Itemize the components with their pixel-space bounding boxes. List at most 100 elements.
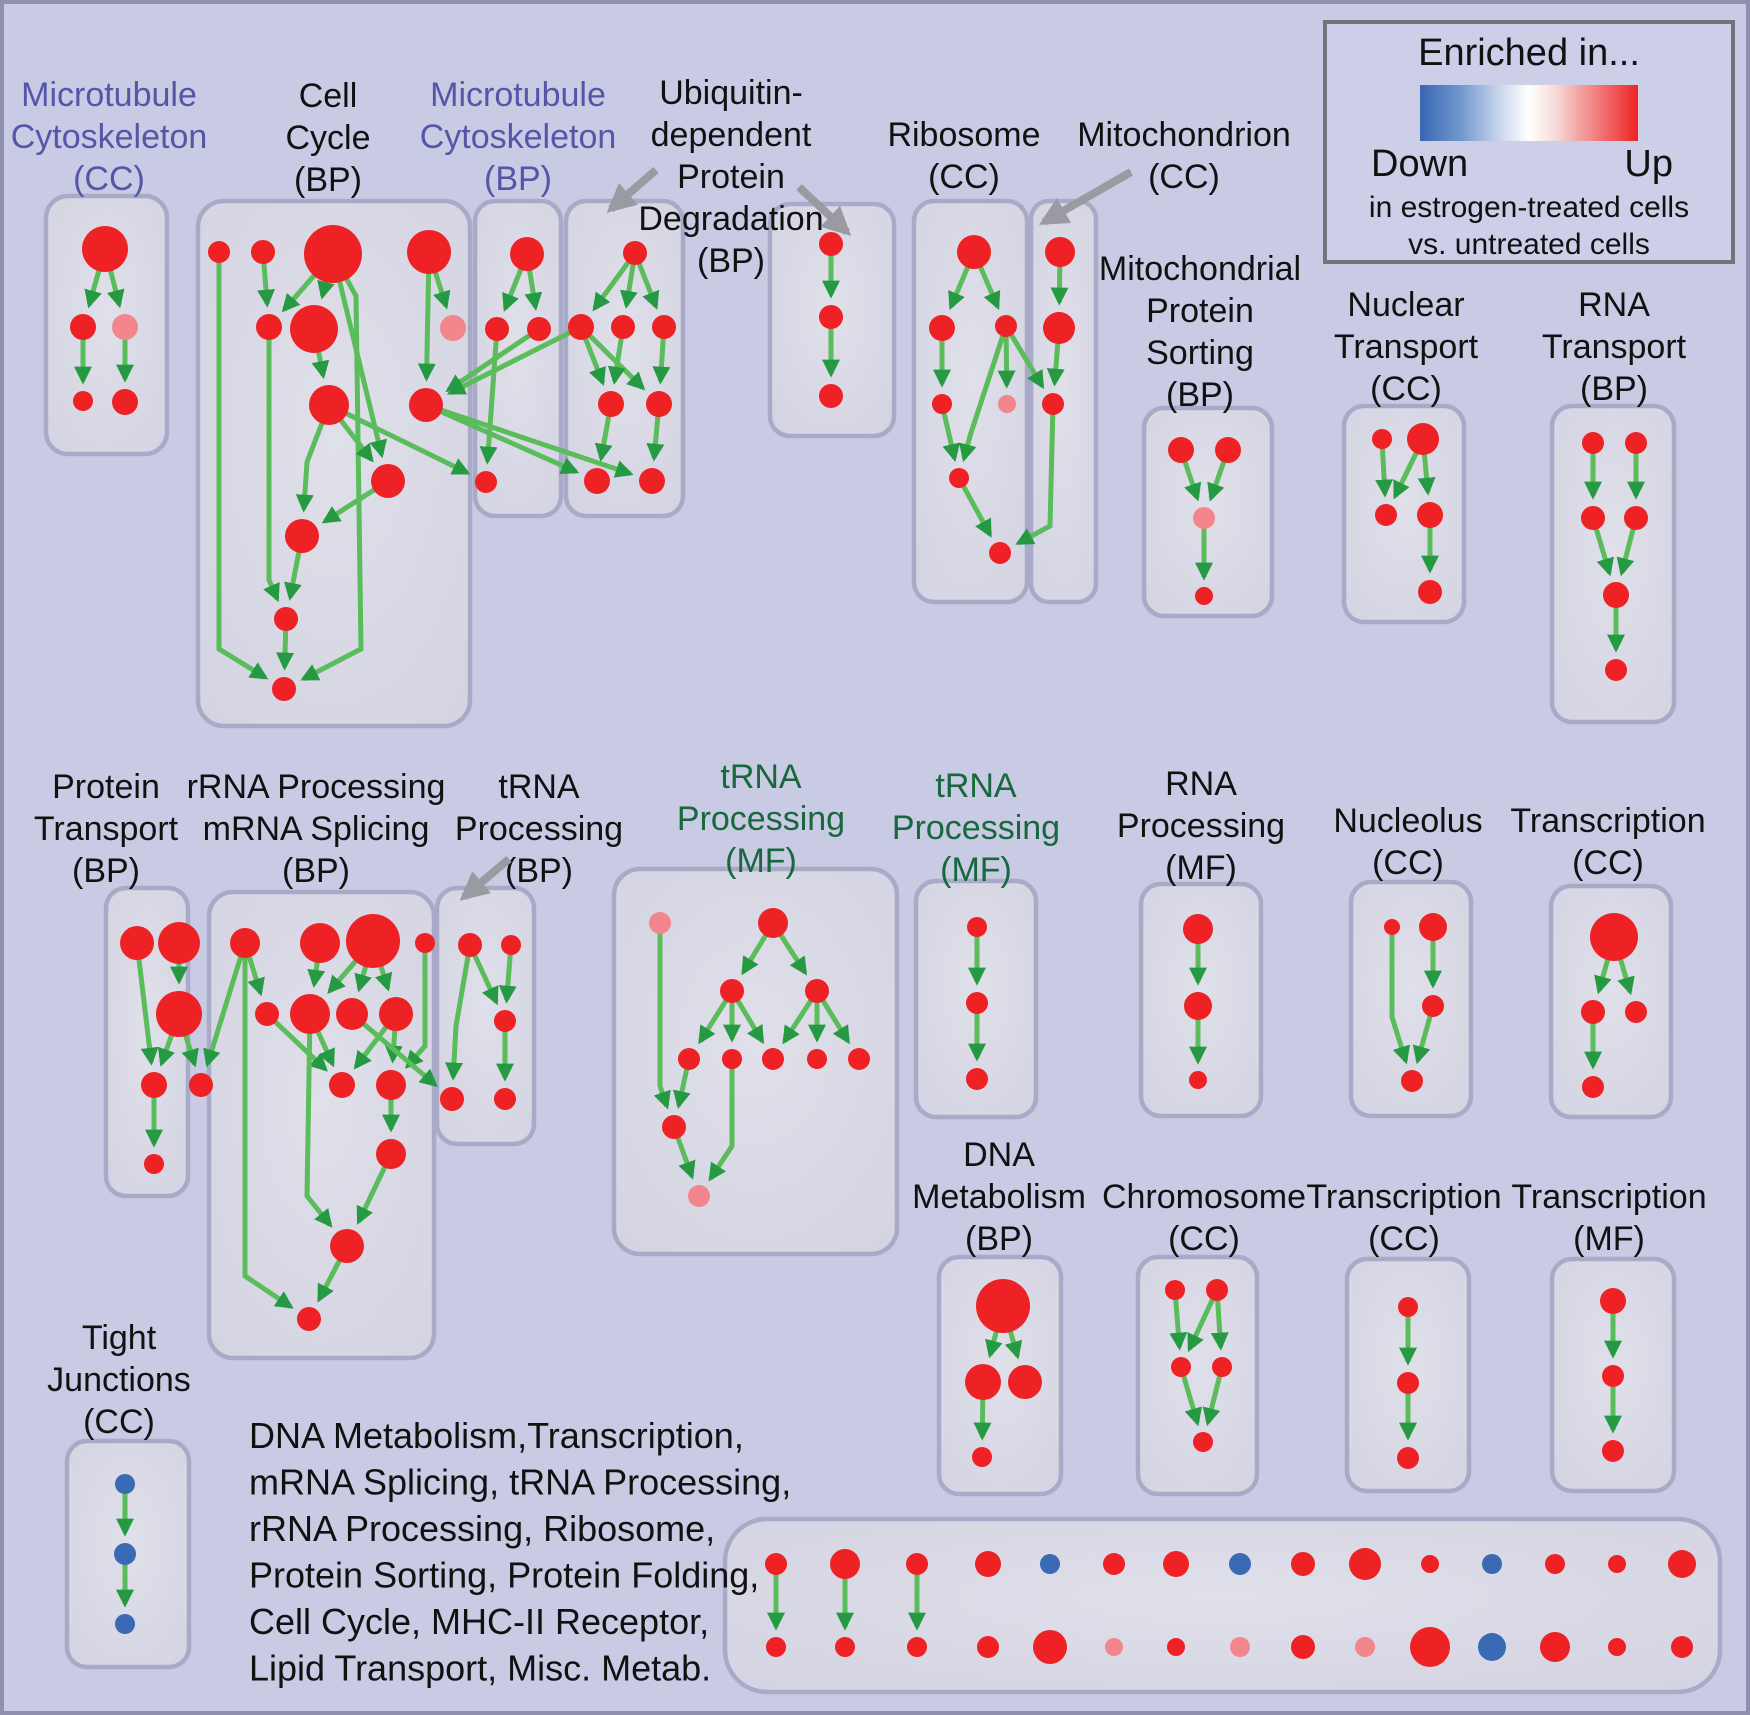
edge-c9-ubbr: [440, 407, 634, 478]
edge-rb4-rb6: [941, 412, 961, 463]
go-term-node-bt8: [1229, 1553, 1251, 1575]
edge-c12-c13: [276, 629, 295, 671]
go-term-node-bt9: [1291, 1552, 1315, 1576]
go-term-node-d4: [972, 1447, 992, 1467]
cluster-label-microtubule-cytoskeleton-cc: Microtubule Cytoskeleton (CC): [11, 76, 208, 198]
go-term-node-u5c: [819, 384, 843, 408]
legend-down-label: Down: [1371, 143, 1469, 185]
edge-rt4-rt5: [1616, 528, 1636, 577]
go-term-node-j1: [115, 1474, 135, 1494]
edge-rb1-rb2: [948, 265, 971, 311]
cluster-box-chromosome-cc: [1135, 1254, 1260, 1497]
edge-rb3-mt3: [1009, 333, 1045, 390]
go-term-node-m3: [720, 979, 744, 1003]
edge-nu1-nu4: [1389, 934, 1411, 1065]
edge-c2-c5: [257, 262, 275, 308]
go-term-node-m7: [762, 1048, 784, 1070]
cluster-label-trna-processing-mf-2: tRNA Processing (MF): [892, 767, 1060, 889]
go-term-node-p1: [120, 926, 154, 960]
go-term-node-q3: [1189, 1071, 1207, 1089]
go-term-node-nt4: [1417, 502, 1443, 528]
cluster-label-transcription-cc-2: Transcription (CC): [1510, 802, 1705, 882]
cluster-box-misc-strip: [722, 1516, 1723, 1695]
go-term-node-p3: [156, 991, 202, 1037]
go-term-node-bb9: [1291, 1635, 1315, 1659]
edge-m3-m7: [735, 999, 765, 1045]
go-term-node-bt1: [765, 1553, 787, 1575]
go-term-node-rb1: [957, 235, 991, 269]
go-term-node-r4: [415, 933, 435, 953]
go-term-node-w3: [1602, 1440, 1624, 1462]
go-term-node-bb10: [1355, 1637, 1375, 1657]
go-term-node-mc4: [73, 391, 93, 411]
go-term-node-j2: [114, 1543, 136, 1565]
go-term-node-ubml: [598, 391, 624, 417]
edge-r3-r6: [327, 959, 358, 995]
edge-r1-r5: [246, 955, 265, 997]
go-term-node-h1: [1165, 1280, 1185, 1300]
cluster-label-nuclear-transport-cc: Nuclear Transport (CC): [1334, 286, 1479, 408]
go-term-node-s2: [966, 992, 988, 1014]
cluster-label-transcription-cc-3: Transcription (CC): [1306, 1178, 1501, 1258]
go-term-node-mt2: [1043, 312, 1075, 344]
go-term-node-mc3: [112, 314, 138, 340]
edge-b3t-b3lm: [502, 267, 524, 312]
edge-h1-h3: [1169, 1298, 1188, 1351]
go-term-node-w1: [1600, 1288, 1626, 1314]
go-term-node-c3: [304, 225, 362, 283]
go-term-node-ms2: [1215, 437, 1241, 463]
edge-m3-m5: [698, 998, 729, 1045]
go-term-node-j3: [115, 1614, 135, 1634]
go-term-node-nu3: [1422, 995, 1444, 1017]
go-term-node-ubbl: [584, 468, 610, 494]
go-term-node-c12: [274, 607, 298, 631]
edge-m6-m11: [708, 1068, 735, 1182]
go-term-node-m4: [805, 979, 829, 1003]
edge-r8-r9: [353, 1025, 389, 1070]
label-pointer-arrow-1: [606, 166, 659, 213]
cluster-box-microtubule-cc: [43, 193, 170, 457]
edge-m2-m4: [778, 933, 808, 976]
go-term-node-bb13: [1540, 1632, 1570, 1662]
go-term-node-mc5: [112, 389, 138, 415]
go-term-node-c5: [256, 314, 282, 340]
go-term-node-m10: [662, 1115, 686, 1139]
edge-c9-ubbl: [439, 409, 580, 475]
edge-m2-m3: [741, 933, 768, 976]
go-term-node-m11: [688, 1185, 710, 1207]
go-term-node-bt7: [1163, 1551, 1189, 1577]
go-term-node-nt5: [1418, 580, 1442, 604]
go-term-node-b3t: [510, 237, 544, 271]
go-term-node-r3: [346, 914, 400, 968]
go-term-node-s1: [967, 917, 987, 937]
edge-t2-t3: [498, 953, 517, 1004]
go-term-node-r7: [336, 998, 368, 1030]
go-term-node-rb3: [995, 315, 1017, 337]
go-term-node-nt2: [1407, 423, 1439, 455]
go-term-node-r12: [376, 1139, 406, 1169]
cluster-label-ribosome-cc: Ribosome (CC): [887, 116, 1040, 196]
go-term-node-bb15: [1671, 1636, 1693, 1658]
go-term-node-p5: [189, 1073, 213, 1097]
edge-c8-c11: [295, 421, 325, 513]
go-term-node-r6: [290, 994, 330, 1034]
edge-p1-p4: [136, 958, 159, 1066]
misc-categories-text: DNA Metabolism,Transcription, mRNA Splici…: [249, 1415, 791, 1689]
edge-p3-p5: [181, 1034, 199, 1068]
edge-r6-r13: [304, 1032, 333, 1228]
edge-ubml-ubbl: [594, 415, 613, 462]
edge-r8-r10: [384, 1029, 403, 1064]
edge-d1-d2: [985, 1330, 1003, 1359]
go-term-node-rb4: [932, 394, 952, 414]
go-term-node-q1: [1183, 914, 1213, 944]
go-term-node-d2: [965, 1364, 1001, 1400]
cluster-box-nuclear-transport: [1341, 403, 1467, 625]
cluster-label-protein-transport-bp: Protein Transport (BP): [34, 768, 179, 890]
cluster-box-transcription-cc-2: [1548, 883, 1674, 1120]
legend-subtitle: in estrogen-treated cells vs. untreated …: [1327, 189, 1731, 263]
edge-r7-t4: [361, 1021, 438, 1088]
edge-c8-c10: [338, 418, 374, 463]
edge-ubr-ubmr: [652, 337, 671, 385]
go-term-node-t1: [458, 933, 482, 957]
